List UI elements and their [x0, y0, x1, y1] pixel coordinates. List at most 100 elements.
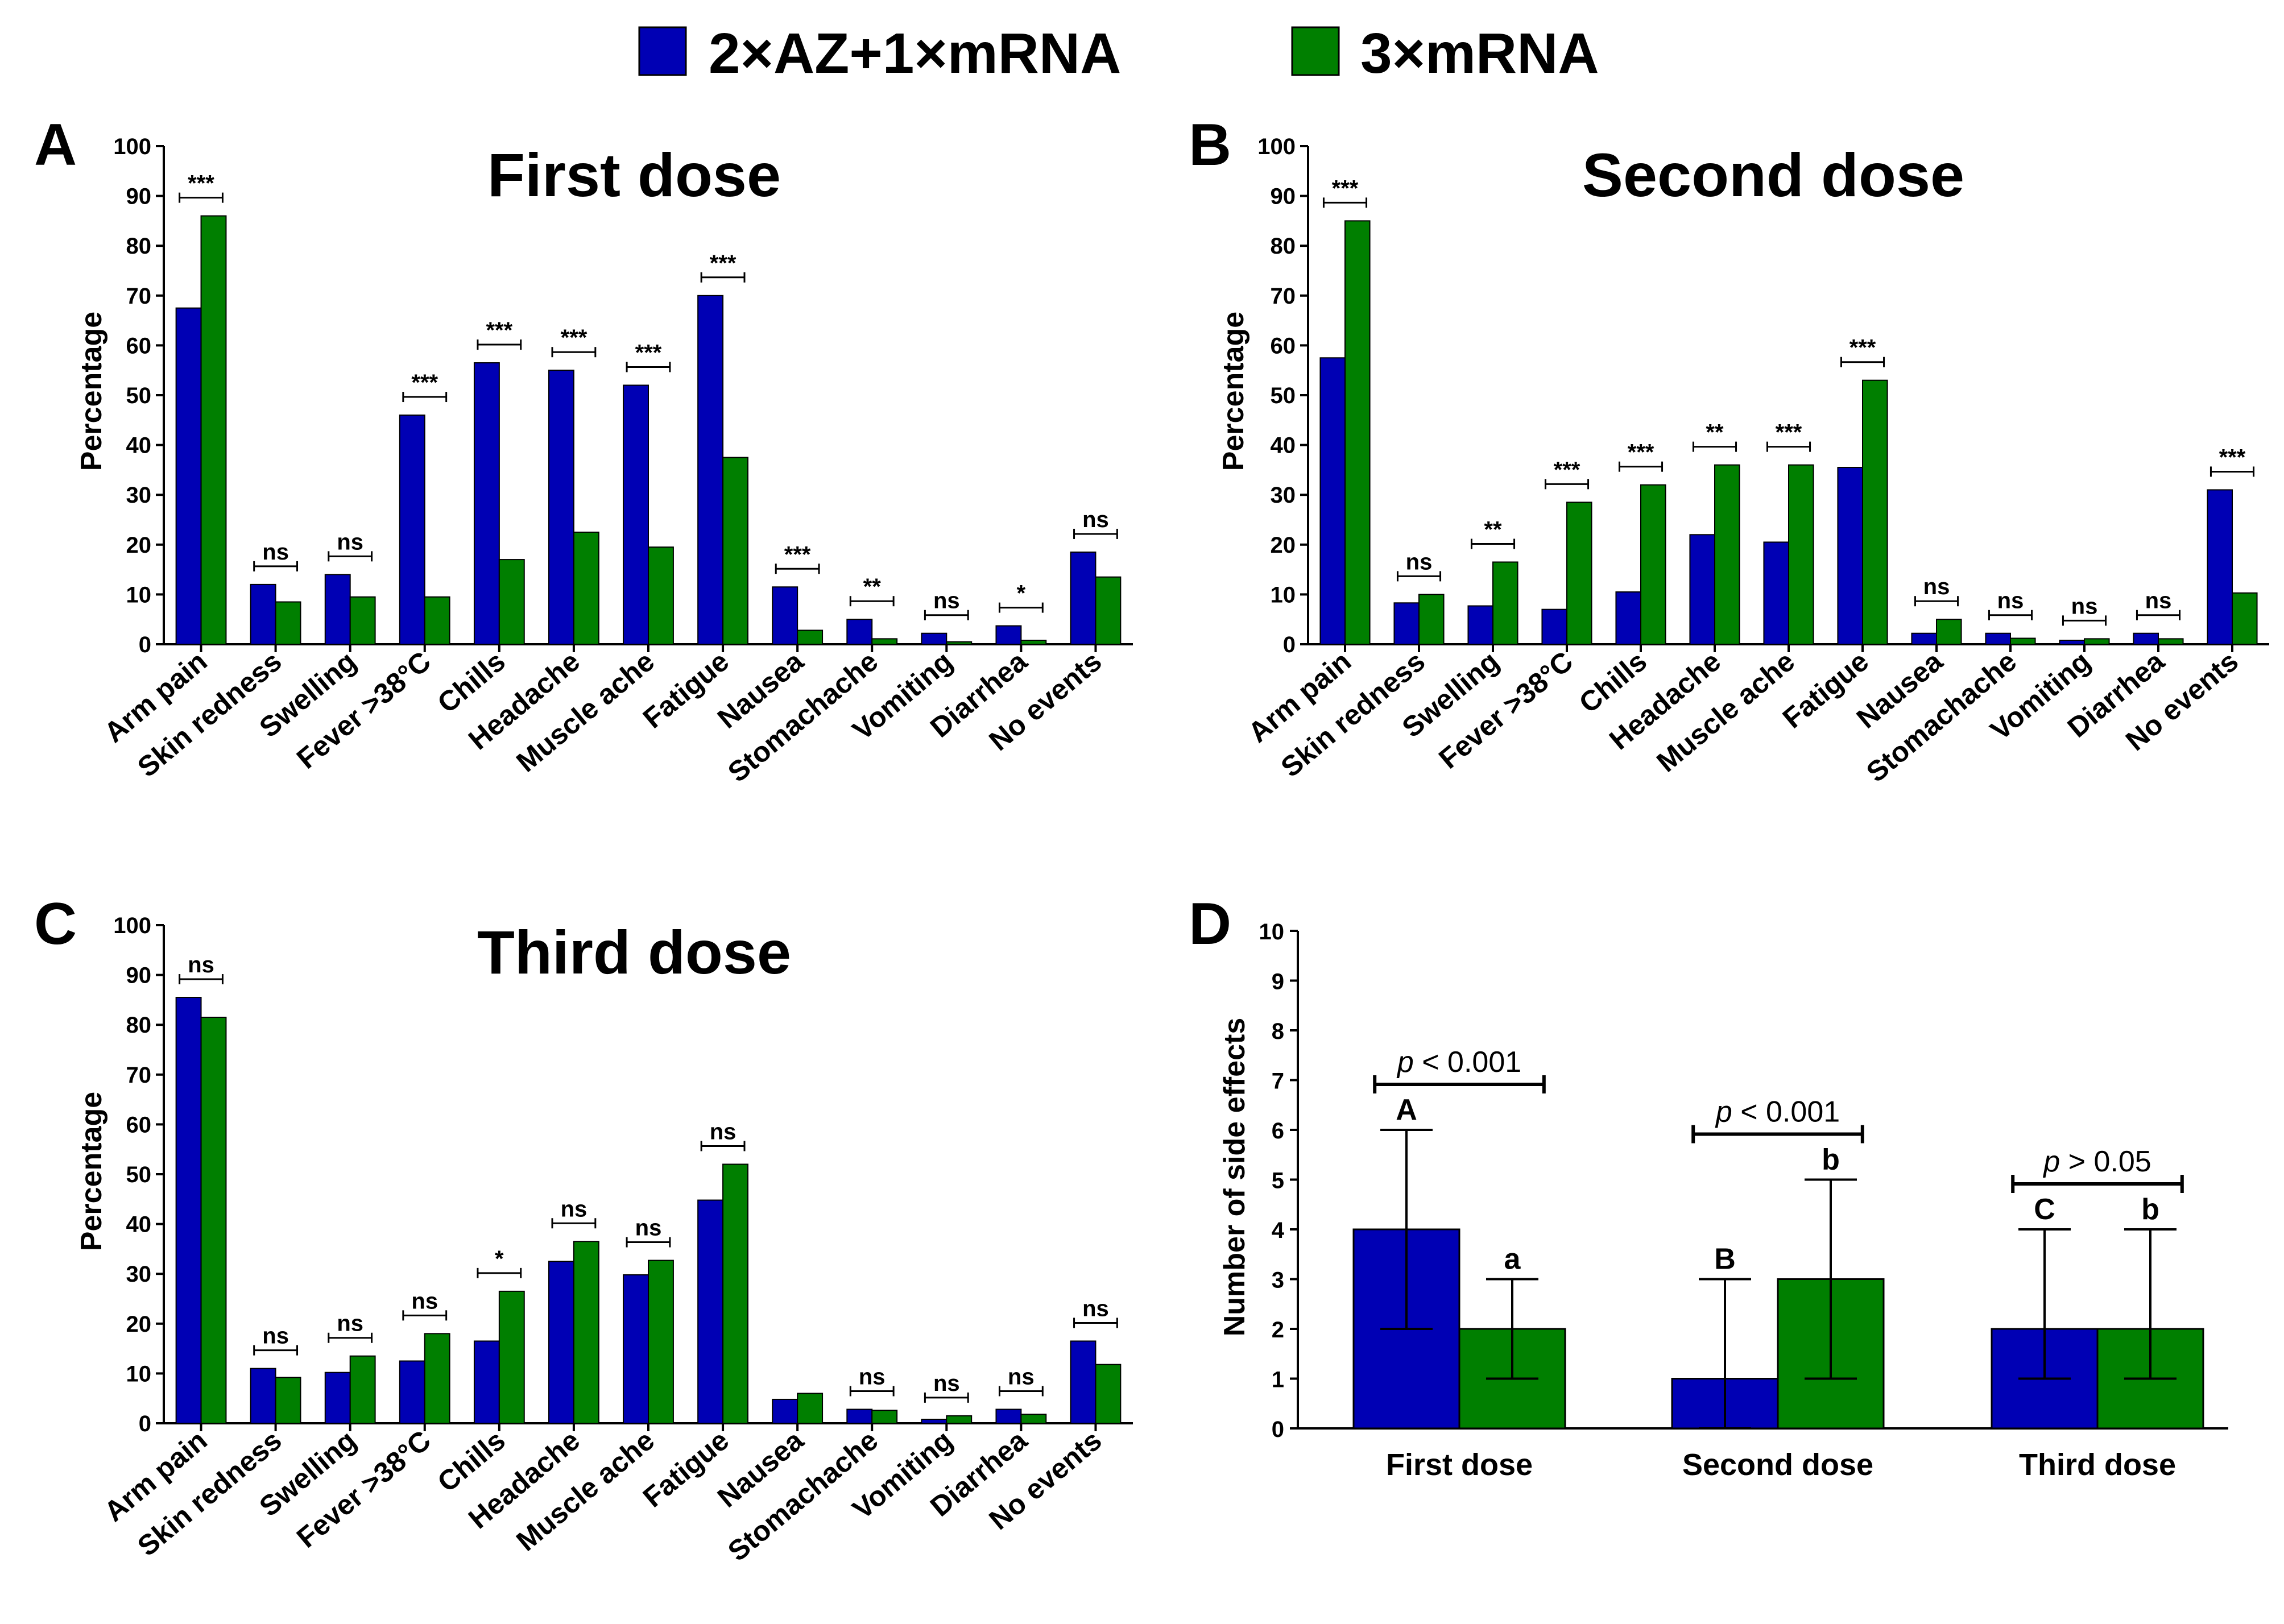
legend-swatch-az — [638, 26, 687, 76]
bar — [1566, 502, 1592, 645]
bar — [921, 632, 947, 645]
panel-a-title: First dose — [487, 140, 781, 209]
y-tick-label: 80 — [126, 234, 152, 259]
bar — [1763, 541, 1789, 645]
bar — [946, 641, 973, 645]
bar — [573, 1241, 599, 1424]
bar — [1541, 608, 1567, 645]
significance-label: ** — [1706, 420, 1724, 445]
y-tick-label: 80 — [126, 1013, 152, 1038]
bar — [1467, 605, 1493, 645]
y-tick-label: 10 — [1271, 582, 1296, 607]
panel-a-ylabel: Percentage — [75, 312, 108, 471]
y-tick-label: 50 — [126, 1162, 152, 1187]
bar — [846, 1408, 873, 1424]
panel-c-ylabel: Percentage — [75, 1092, 108, 1251]
bar — [498, 559, 525, 645]
bar — [473, 1340, 500, 1424]
y-tick-label: 50 — [126, 383, 152, 408]
y-tick-label: 90 — [126, 184, 152, 209]
significance-label: ns — [1923, 574, 1950, 599]
panel-b-title: Second dose — [1582, 140, 1964, 209]
y-tick-label: 40 — [126, 433, 152, 458]
significance-label: ns — [411, 1289, 438, 1314]
legend-label-mrna: 3×mRNA — [1360, 22, 1599, 85]
significance-label: ns — [2071, 594, 2098, 619]
bar — [349, 596, 376, 645]
bar — [995, 1408, 1022, 1424]
bar — [697, 1199, 724, 1424]
bar — [473, 362, 500, 645]
y-tick-label: 20 — [126, 533, 152, 558]
bar — [921, 1418, 947, 1424]
bar — [1936, 619, 1962, 645]
bar — [797, 629, 824, 645]
bar — [200, 1017, 227, 1424]
x-tick-label: First dose — [1386, 1448, 1533, 1482]
significance-label: ns — [188, 952, 214, 977]
group-letter: b — [2141, 1193, 2159, 1226]
bar — [995, 625, 1022, 645]
bar — [399, 415, 425, 645]
p-value-text: > 0.05 — [2060, 1145, 2151, 1178]
significance-label: *** — [2219, 445, 2246, 470]
significance-label: ns — [1082, 507, 1109, 532]
y-tick-label: 1 — [1272, 1368, 1284, 1393]
bar — [722, 1163, 748, 1424]
bar — [1344, 220, 1371, 645]
significance-label: ns — [262, 1324, 289, 1349]
bar — [797, 1393, 824, 1424]
panel-b-ylabel: Percentage — [1217, 312, 1250, 471]
y-tick-label: 100 — [113, 913, 151, 938]
y-tick-label: 10 — [126, 1361, 152, 1386]
y-tick-label: 20 — [1271, 533, 1296, 558]
p-value-symbol: p — [1715, 1096, 1732, 1129]
bar — [1095, 576, 1122, 645]
bar — [1985, 632, 2011, 645]
y-tick-label: 4 — [1272, 1218, 1285, 1243]
p-value-text: < 0.001 — [1732, 1096, 1840, 1129]
y-tick-label: 100 — [113, 134, 151, 159]
significance-label: *** — [1776, 420, 1802, 445]
y-tick-label: 10 — [1259, 919, 1285, 944]
significance-label: *** — [784, 542, 811, 567]
panel-label-a: A — [34, 112, 77, 178]
group-letter: C — [2034, 1193, 2055, 1226]
bar — [1020, 1414, 1047, 1424]
y-tick-label: 9 — [1272, 970, 1284, 995]
bar — [648, 546, 674, 645]
bar — [2084, 638, 2110, 645]
p-value-label: p > 0.05 — [2042, 1145, 2151, 1178]
bar — [1714, 464, 1740, 645]
significance-label: ns — [710, 1119, 736, 1144]
y-tick-label: 30 — [126, 483, 152, 508]
bar — [1837, 467, 1863, 645]
significance-label: ns — [933, 589, 960, 614]
y-tick-label: 8 — [1272, 1019, 1284, 1044]
significance-label: ns — [1406, 549, 1433, 574]
bar — [175, 307, 202, 645]
y-tick-label: 0 — [139, 1411, 151, 1436]
p-value-symbol: p — [2042, 1145, 2060, 1178]
panel-label-c: C — [34, 891, 77, 957]
bar — [697, 295, 724, 645]
y-tick-label: 40 — [1271, 433, 1296, 458]
legend: 2×AZ+1×mRNA 3×mRNA — [638, 22, 1599, 85]
x-tick-label: Third dose — [2019, 1448, 2176, 1482]
significance-label: ns — [1997, 589, 2024, 614]
legend-label-az: 2×AZ+1×mRNA — [709, 22, 1121, 85]
bar — [871, 638, 898, 645]
bar — [2010, 637, 2036, 645]
significance-label: ns — [1082, 1296, 1109, 1321]
p-value-label: p < 0.001 — [1715, 1096, 1840, 1129]
bar — [399, 1360, 425, 1424]
y-tick-label: 20 — [126, 1312, 152, 1337]
bar — [772, 1398, 798, 1424]
y-tick-label: 40 — [126, 1212, 152, 1237]
bar — [250, 583, 276, 645]
significance-label: ns — [561, 1196, 587, 1221]
significance-label: *** — [1332, 176, 1359, 201]
